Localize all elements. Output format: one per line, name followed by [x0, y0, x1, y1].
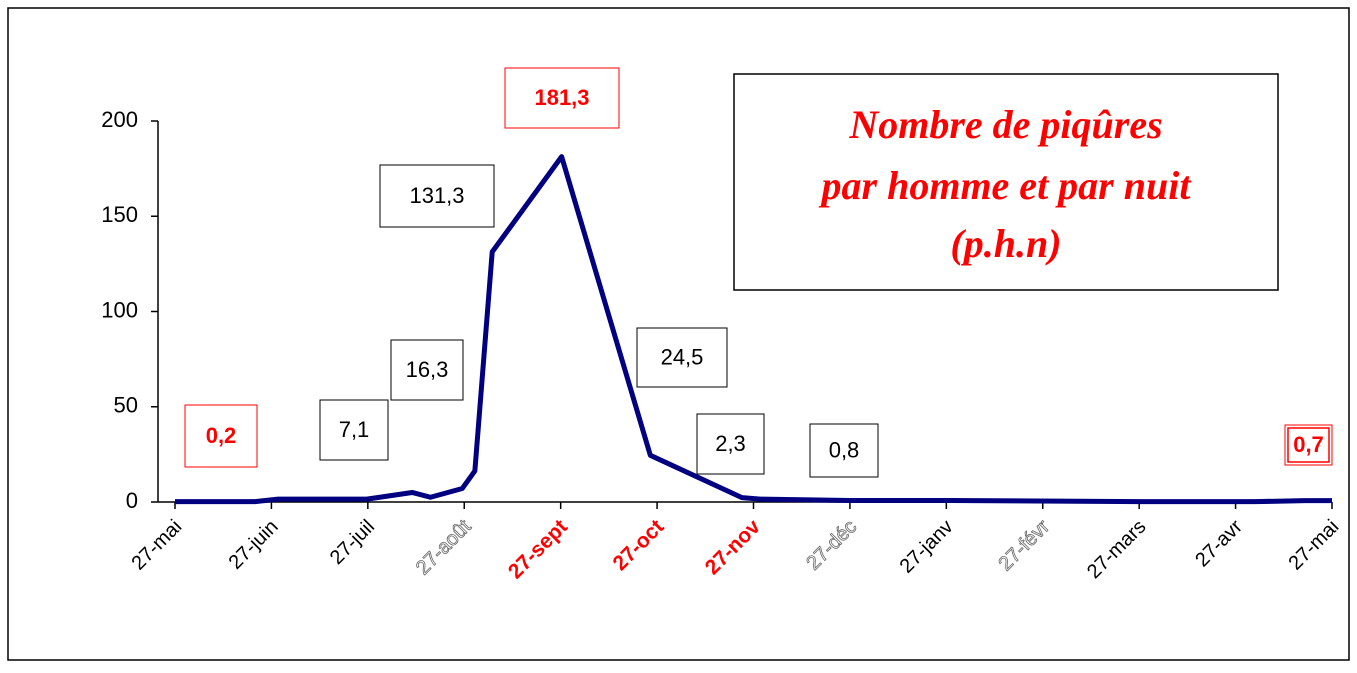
value-label-box: [504, 67, 620, 129]
value-label: 7,1: [339, 417, 370, 442]
title-line: (p.h.n): [950, 221, 1061, 266]
y-tick-label: 200: [101, 107, 138, 132]
title-box: [733, 73, 1279, 291]
value-label: 0,2: [206, 423, 237, 448]
value-label-box: [1287, 427, 1330, 463]
value-label: 2,3: [715, 431, 746, 456]
value-label-box: [1284, 424, 1333, 466]
title-line: Nombre de piqûres: [848, 102, 1162, 147]
value-label-box: [636, 327, 728, 388]
value-label-box: [379, 164, 495, 228]
value-label: 131,3: [409, 183, 464, 208]
value-label: 24,5: [661, 344, 704, 369]
value-label: 16,3: [406, 357, 449, 382]
value-label-box: [184, 404, 258, 468]
value-label-box: [809, 423, 879, 478]
line-series: [175, 154, 1332, 505]
value-label: 0,7: [1293, 432, 1324, 457]
value-label-box: [696, 413, 765, 475]
y-tick-label: 100: [101, 297, 138, 322]
value-label: 181,3: [534, 85, 589, 110]
value-label: 0,8: [829, 437, 860, 462]
y-tick-label: 50: [114, 393, 138, 418]
value-label-box: [390, 339, 464, 401]
value-label-box: [319, 399, 389, 461]
title-line: par homme et par nuit: [819, 163, 1193, 208]
y-tick-label: 150: [101, 202, 138, 227]
y-tick-label: 0: [126, 488, 138, 513]
